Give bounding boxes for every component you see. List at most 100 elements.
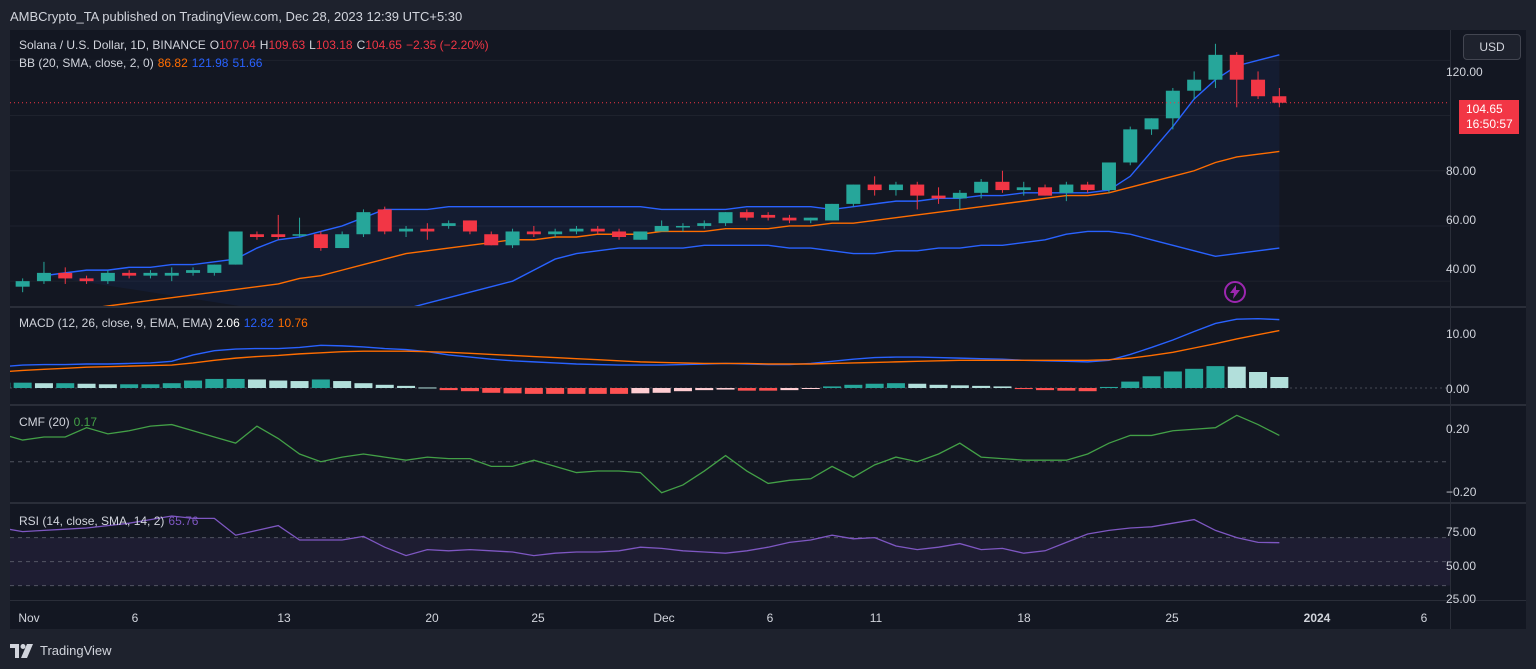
- candle-body: [271, 234, 286, 237]
- macd-histogram-bar: [673, 388, 692, 392]
- macd-histogram-bar: [1185, 368, 1204, 388]
- bb-name[interactable]: BB (20, SMA, close, 2, 0): [19, 56, 154, 70]
- brand-name: TradingView: [40, 643, 112, 658]
- macd-histogram-bar: [375, 384, 394, 388]
- low-value: 103.18: [315, 38, 353, 52]
- macd-histogram-bar: [929, 384, 948, 388]
- cmf-name[interactable]: CMF (20): [19, 415, 70, 429]
- macd-legend[interactable]: MACD (12, 26, close, 9, EMA, EMA) 2.06 12.…: [19, 316, 312, 330]
- macd-signal-value: 10.76: [277, 316, 308, 330]
- candle-body: [335, 234, 350, 249]
- macd-histogram-bar: [631, 388, 650, 394]
- candle-body: [1038, 187, 1053, 196]
- macd-histogram-bar: [1099, 386, 1118, 388]
- bb-lower-value: 51.66: [232, 56, 263, 70]
- time-tick: 25: [531, 611, 545, 625]
- macd-name[interactable]: MACD (12, 26, close, 9, EMA, EMA): [19, 316, 213, 330]
- macd-chart-svg: [10, 317, 1450, 394]
- candle-body: [974, 181, 989, 193]
- candle-body: [399, 228, 414, 232]
- candle-body: [313, 234, 328, 249]
- rsi-chart-svg: [10, 515, 1450, 587]
- candle-body: [58, 272, 73, 279]
- currency-button[interactable]: USD: [1463, 34, 1521, 60]
- macd-histogram-bar: [162, 383, 181, 388]
- candle-body: [654, 225, 669, 232]
- candle-body: [697, 223, 712, 226]
- candle-body: [1144, 118, 1159, 130]
- candle-body: [462, 220, 477, 232]
- time-tick: 25: [1165, 611, 1179, 625]
- macd-histogram-bar: [823, 386, 842, 388]
- macd-tick: 0.00: [1446, 382, 1470, 396]
- candle-body: [803, 217, 818, 221]
- candle-body: [612, 231, 627, 237]
- bar-countdown: 16:50:57: [1466, 117, 1513, 131]
- macd-pane[interactable]: [10, 308, 1450, 404]
- low-label: L: [309, 38, 316, 52]
- macd-histogram-bar: [695, 388, 714, 391]
- candle-body: [548, 231, 563, 235]
- candle-body: [825, 203, 840, 221]
- cmf-legend[interactable]: CMF (20) 0.17: [19, 415, 101, 429]
- candle-body: [888, 184, 903, 191]
- time-tick: 6: [766, 611, 774, 625]
- time-tick: 6: [1420, 611, 1428, 625]
- macd-line-value: 12.82: [243, 316, 274, 330]
- time-tick: Dec: [653, 611, 675, 625]
- candle-body: [1229, 54, 1244, 80]
- brand[interactable]: TradingView: [10, 643, 112, 658]
- macd-histogram-bar: [1014, 388, 1033, 390]
- macd-histogram-bar: [503, 388, 522, 394]
- price-tick: 80.00: [1446, 164, 1477, 178]
- candle-body: [1016, 187, 1031, 191]
- symbol-name[interactable]: Solana / U.S. Dollar, 1D, BINANCE: [19, 38, 206, 52]
- rsi-name[interactable]: RSI (14, close, SMA, 14, 2): [19, 514, 165, 528]
- candle-body: [143, 272, 158, 276]
- macd-histogram-bar: [886, 383, 905, 388]
- candle-body: [1123, 129, 1138, 163]
- candle-body: [377, 209, 392, 232]
- cmf-value: 0.17: [73, 415, 98, 429]
- candle-body: [761, 214, 776, 218]
- pane-separator[interactable]: [10, 404, 1526, 406]
- macd-histogram-bar: [184, 380, 203, 388]
- rsi-legend[interactable]: RSI (14, close, SMA, 14, 2) 65.76: [19, 514, 202, 528]
- candle-body: [590, 228, 605, 232]
- rsi-tick: 75.00: [1446, 525, 1477, 539]
- price-axis[interactable]: [1450, 30, 1527, 629]
- macd-histogram-bar: [759, 388, 778, 391]
- macd-histogram-bar: [1270, 377, 1289, 388]
- macd-histogram-bar: [588, 388, 607, 394]
- candle-body: [36, 272, 51, 282]
- candle-body: [79, 278, 94, 282]
- time-tick: 18: [1017, 611, 1031, 625]
- price-chart-svg: [10, 43, 1450, 306]
- cmf-pane[interactable]: [10, 406, 1450, 502]
- macd-histogram-bar: [205, 378, 224, 388]
- open-value: 107.04: [219, 38, 256, 52]
- pane-separator[interactable]: [10, 502, 1526, 504]
- macd-histogram-bar: [950, 385, 969, 388]
- candle-body: [1059, 184, 1074, 193]
- macd-histogram-bar: [397, 385, 416, 388]
- footer: [0, 629, 1536, 669]
- time-tick: 6: [131, 611, 139, 625]
- candle-body: [1208, 54, 1223, 80]
- chart-area[interactable]: [10, 30, 1526, 629]
- bb-legend[interactable]: BB (20, SMA, close, 2, 0) 86.82 121.98 51.6…: [19, 56, 266, 70]
- macd-histogram-bar: [716, 388, 735, 390]
- signal-line: [10, 329, 1280, 373]
- rsi-pane[interactable]: [10, 504, 1450, 600]
- pane-separator[interactable]: [10, 306, 1526, 308]
- high-value: 109.63: [268, 38, 306, 52]
- candle-body: [1251, 79, 1266, 97]
- bb-lower-line: [413, 230, 1280, 306]
- lightning-icon[interactable]: [1224, 281, 1246, 303]
- candle-body: [1080, 184, 1095, 191]
- bb-upper-line: [43, 54, 1280, 277]
- price-pane[interactable]: [10, 30, 1450, 306]
- macd-histogram-bar: [801, 388, 820, 389]
- tradingview-logo-icon: [10, 643, 33, 658]
- candle-body: [207, 264, 222, 273]
